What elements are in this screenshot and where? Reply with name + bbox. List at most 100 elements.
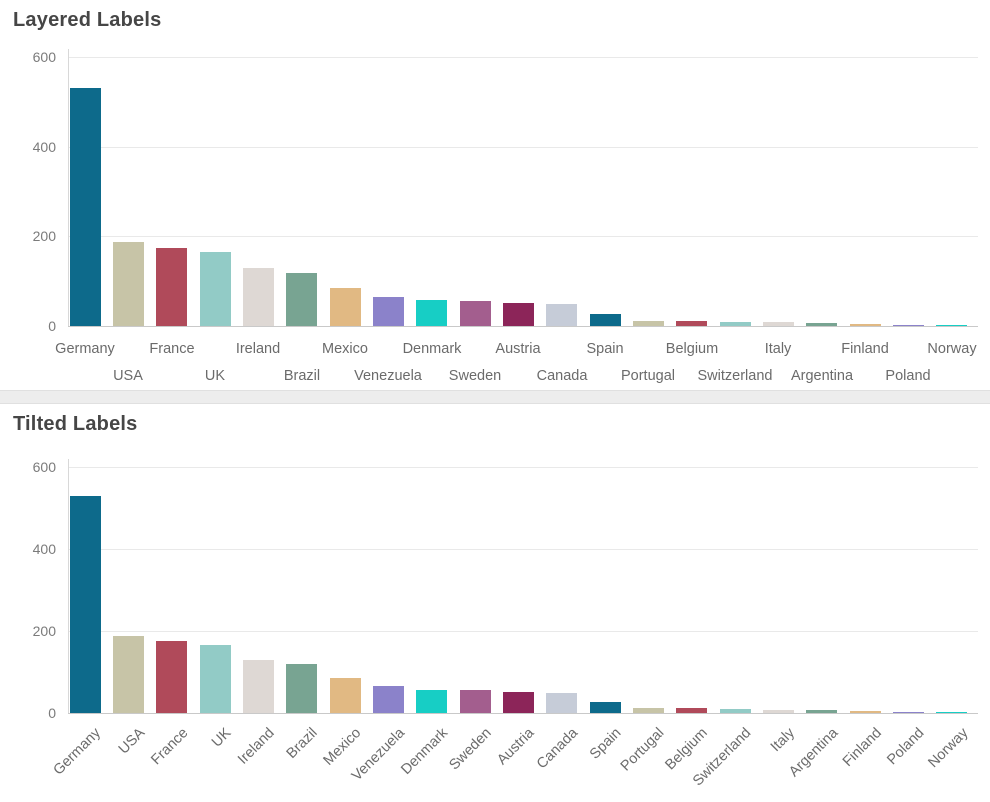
x-label-ireland[interactable]: Ireland <box>235 341 281 357</box>
x-label-mexico[interactable]: Mexico <box>322 341 368 357</box>
x-label-canada[interactable]: Canada <box>533 725 582 773</box>
bar-mexico[interactable] <box>330 287 361 326</box>
x-label-switzerland[interactable]: Switzerland <box>697 368 773 384</box>
bar-canada[interactable] <box>546 303 577 326</box>
x-label-italy[interactable]: Italy <box>767 725 798 756</box>
y-tick-label-0: 0 <box>48 705 56 721</box>
x-axis-baseline <box>68 326 978 327</box>
bar-uk[interactable] <box>200 251 231 326</box>
bar-ireland[interactable] <box>243 267 274 326</box>
bar-mexico[interactable] <box>330 678 361 713</box>
bar-spain[interactable] <box>590 702 621 713</box>
bar-uk[interactable] <box>200 644 231 713</box>
bar-canada[interactable] <box>546 692 577 713</box>
x-label-canada[interactable]: Canada <box>536 368 588 384</box>
bar-norway[interactable] <box>936 324 967 326</box>
bar-italy[interactable] <box>763 322 794 326</box>
y-tick-label-200: 200 <box>32 228 56 244</box>
x-label-brazil[interactable]: Brazil <box>284 725 322 762</box>
bar-venezuela[interactable] <box>373 686 404 713</box>
x-label-france[interactable]: France <box>147 725 192 769</box>
chart-title-tilted: Tilted Labels <box>13 413 138 435</box>
x-label-belgium[interactable]: Belgium <box>665 341 719 357</box>
y-tick-label-400: 400 <box>32 139 56 155</box>
y-tick-label-600: 600 <box>32 49 56 65</box>
x-label-austria[interactable]: Austria <box>494 725 538 769</box>
x-label-uk[interactable]: UK <box>204 368 226 384</box>
y-gridline-600 <box>68 57 978 58</box>
bar-usa[interactable] <box>113 636 144 713</box>
x-label-norway[interactable]: Norway <box>925 725 972 772</box>
bar-finland[interactable] <box>850 323 881 326</box>
y-axis-line <box>68 459 69 713</box>
y-gridline-600 <box>68 467 978 468</box>
bar-austria[interactable] <box>503 691 534 713</box>
bar-argentina[interactable] <box>806 322 837 326</box>
bar-switzerland[interactable] <box>720 708 751 713</box>
x-label-sweden[interactable]: Sweden <box>448 368 502 384</box>
x-label-portugal[interactable]: Portugal <box>618 725 668 775</box>
bar-sweden[interactable] <box>460 301 491 326</box>
x-label-spain[interactable]: Spain <box>586 341 624 357</box>
bar-denmark[interactable] <box>416 300 447 326</box>
x-label-italy[interactable]: Italy <box>764 341 792 357</box>
bar-venezuela[interactable] <box>373 296 404 326</box>
bar-germany[interactable] <box>70 495 101 713</box>
bar-belgium[interactable] <box>676 708 707 713</box>
x-label-denmark[interactable]: Denmark <box>398 725 452 778</box>
x-label-spain[interactable]: Spain <box>586 725 625 763</box>
tilted-labels-chart-panel: Tilted Labels 0 200 400 600 Germany USA France… <box>0 404 990 802</box>
bar-usa[interactable] <box>113 242 144 326</box>
x-label-denmark[interactable]: Denmark <box>402 341 462 357</box>
bar-france[interactable] <box>156 641 187 713</box>
y-gridline-400 <box>68 147 978 148</box>
y-tick-label-0: 0 <box>48 318 56 334</box>
bar-switzerland[interactable] <box>720 321 751 326</box>
bar-poland[interactable] <box>893 711 924 713</box>
y-tick-label-200: 200 <box>32 623 56 639</box>
x-label-usa[interactable]: USA <box>115 725 148 758</box>
x-label-finland[interactable]: Finland <box>839 725 885 770</box>
x-label-argentina[interactable]: Argentina <box>790 368 854 384</box>
x-label-brazil[interactable]: Brazil <box>283 368 321 384</box>
bar-brazil[interactable] <box>286 664 317 713</box>
y-gridline-400 <box>68 549 978 550</box>
bar-france[interactable] <box>156 247 187 326</box>
panel-divider <box>0 390 990 404</box>
bar-denmark[interactable] <box>416 689 447 713</box>
x-label-norway[interactable]: Norway <box>927 341 977 357</box>
y-axis-line <box>68 49 69 326</box>
x-label-austria[interactable]: Austria <box>495 341 541 357</box>
x-label-poland[interactable]: Poland <box>884 725 928 769</box>
bar-germany[interactable] <box>70 88 101 326</box>
x-label-venezuela[interactable]: Venezuela <box>354 368 422 384</box>
y-tick-label-400: 400 <box>32 541 56 557</box>
bar-argentina[interactable] <box>806 710 837 713</box>
bar-norway[interactable] <box>936 711 967 713</box>
bar-austria[interactable] <box>503 302 534 326</box>
x-label-france[interactable]: France <box>149 341 195 357</box>
x-label-germany[interactable]: Germany <box>50 725 105 779</box>
bar-portugal[interactable] <box>633 708 664 713</box>
x-label-portugal[interactable]: Portugal <box>620 368 675 384</box>
x-label-usa[interactable]: USA <box>113 368 143 384</box>
x-label-sweden[interactable]: Sweden <box>446 725 495 774</box>
x-label-poland[interactable]: Poland <box>885 368 931 384</box>
bar-belgium[interactable] <box>676 320 707 326</box>
bar-spain[interactable] <box>590 314 621 326</box>
bar-ireland[interactable] <box>243 659 274 713</box>
y-gridline-200 <box>68 631 978 632</box>
bar-italy[interactable] <box>763 709 794 713</box>
bar-finland[interactable] <box>850 710 881 713</box>
bar-brazil[interactable] <box>286 272 317 326</box>
x-label-finland[interactable]: Finland <box>841 341 889 357</box>
y-gridline-200 <box>68 236 978 237</box>
bar-sweden[interactable] <box>460 690 491 713</box>
bar-portugal[interactable] <box>633 320 664 326</box>
x-label-uk[interactable]: UK <box>208 725 235 751</box>
x-label-ireland[interactable]: Ireland <box>235 725 278 768</box>
layered-labels-chart-panel: Layered Labels 0 200 400 600 Germany USA Franc… <box>0 0 990 390</box>
bar-poland[interactable] <box>893 324 924 326</box>
x-label-germany[interactable]: Germany <box>55 341 115 357</box>
